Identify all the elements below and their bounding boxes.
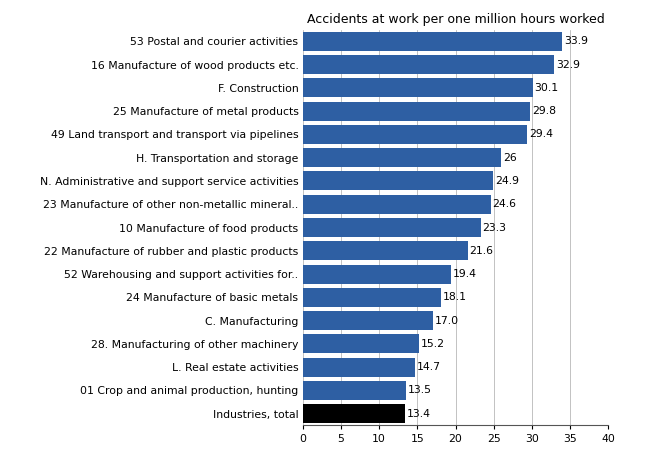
Text: 19.4: 19.4 xyxy=(453,269,477,279)
Bar xyxy=(303,381,406,400)
Text: 13.4: 13.4 xyxy=(407,409,431,419)
Bar xyxy=(303,172,493,191)
Text: 29.8: 29.8 xyxy=(533,106,557,116)
Bar xyxy=(303,195,491,214)
Text: 15.2: 15.2 xyxy=(421,339,445,349)
Text: 18.1: 18.1 xyxy=(443,293,467,303)
Bar xyxy=(303,101,531,121)
Text: 14.7: 14.7 xyxy=(417,362,441,372)
Text: 30.1: 30.1 xyxy=(535,83,559,93)
Title: Accidents at work per one million hours worked: Accidents at work per one million hours … xyxy=(307,13,604,25)
Text: 33.9: 33.9 xyxy=(564,36,588,46)
Text: 24.9: 24.9 xyxy=(495,176,519,186)
Text: 23.3: 23.3 xyxy=(483,222,507,233)
Bar xyxy=(303,32,562,51)
Text: 24.6: 24.6 xyxy=(493,199,517,209)
Text: 21.6: 21.6 xyxy=(469,246,493,256)
Text: 29.4: 29.4 xyxy=(529,129,553,139)
Bar xyxy=(303,218,481,237)
Text: 13.5: 13.5 xyxy=(408,385,432,395)
Bar xyxy=(303,288,441,307)
Bar xyxy=(303,358,415,377)
Bar xyxy=(303,125,527,144)
Bar xyxy=(303,55,554,74)
Text: 32.9: 32.9 xyxy=(556,60,580,70)
Bar xyxy=(303,311,432,330)
Bar xyxy=(303,78,533,97)
Bar xyxy=(303,241,467,260)
Text: 26: 26 xyxy=(503,152,517,162)
Bar xyxy=(303,148,501,167)
Bar xyxy=(303,264,451,283)
Bar xyxy=(303,404,405,423)
Bar xyxy=(303,334,419,354)
Text: 17.0: 17.0 xyxy=(434,316,459,326)
